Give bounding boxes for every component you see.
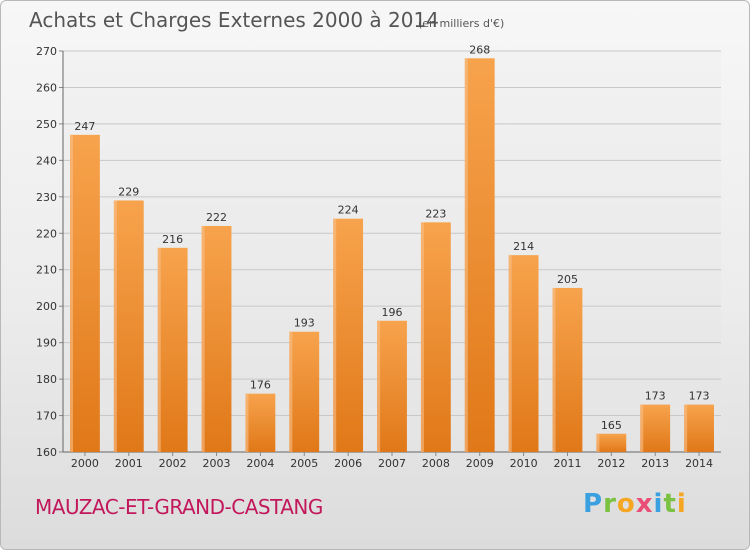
data-label: 229: [118, 185, 139, 198]
x-tick-label: 2014: [685, 457, 713, 470]
y-tick-label: 230: [36, 191, 57, 204]
bar-highlight: [552, 287, 556, 452]
bar-highlight: [464, 58, 468, 453]
bar-highlight: [333, 218, 337, 452]
x-tick-label: 2004: [246, 457, 274, 470]
logo-letter: o: [616, 489, 636, 519]
data-label: 214: [513, 240, 534, 253]
x-tick-label: 2000: [71, 457, 99, 470]
data-label: 222: [206, 211, 227, 224]
bar-highlight: [201, 225, 205, 452]
logo-letter: i: [653, 489, 664, 519]
bar: [464, 58, 495, 453]
bar: [70, 134, 100, 452]
data-label: 268: [469, 43, 490, 56]
x-tick-label: 2002: [159, 457, 187, 470]
bar-highlight: [420, 222, 424, 452]
bar-highlight: [289, 331, 293, 452]
logo-letter: P: [583, 489, 604, 519]
data-label: 205: [557, 273, 578, 286]
data-label: 223: [425, 207, 446, 220]
bar: [245, 393, 276, 452]
logo-letter: x: [635, 489, 654, 519]
y-tick-label: 240: [36, 154, 57, 167]
bar: [640, 404, 671, 452]
data-label: 196: [382, 306, 403, 319]
chart-title: Achats et Charges Externes 2000 à 2014: [29, 8, 439, 32]
x-tick-label: 2001: [115, 457, 143, 470]
x-tick-label: 2006: [334, 457, 362, 470]
logo-letter: r: [603, 489, 617, 519]
bar-highlight: [245, 393, 249, 452]
bar-highlight: [508, 255, 512, 452]
chart-subtitle: (en milliers d'€): [418, 17, 504, 30]
bar-highlight: [70, 134, 74, 452]
bar-highlight: [596, 433, 600, 452]
bar: [508, 255, 539, 452]
x-tick-label: 2010: [510, 457, 538, 470]
y-tick-label: 180: [36, 373, 57, 386]
x-tick-label: 2009: [466, 457, 494, 470]
bar-highlight: [157, 247, 161, 452]
y-tick-label: 250: [36, 118, 57, 131]
bar: [420, 222, 451, 452]
bar: [333, 218, 364, 452]
bar: [552, 287, 583, 452]
bar: [201, 225, 232, 452]
data-label: 176: [250, 379, 271, 392]
bar-highlight: [113, 200, 117, 452]
y-tick-label: 220: [36, 227, 57, 240]
bar-highlight: [377, 320, 381, 452]
bar-highlight: [684, 404, 688, 452]
y-tick-label: 210: [36, 264, 57, 277]
plot-area: 160 170 180 190 200 210 220 230 240 250 260 270 247 2…: [36, 43, 721, 470]
x-tick-label: 2008: [422, 457, 450, 470]
y-tick-label: 200: [36, 300, 57, 313]
y-tick-label: 270: [36, 45, 57, 58]
x-tick-label: 2007: [378, 457, 406, 470]
logo-letter: t: [663, 489, 677, 519]
x-tick-label: 2011: [553, 457, 581, 470]
data-label: 173: [689, 390, 710, 403]
x-tick-label: 2003: [203, 457, 231, 470]
bar: [157, 247, 188, 452]
y-tick-label: 190: [36, 337, 57, 350]
x-tick-label: 2005: [290, 457, 318, 470]
proxiti-logo: Proxiti: [583, 489, 687, 519]
data-label: 216: [162, 233, 183, 246]
x-tick-label: 2012: [597, 457, 625, 470]
y-tick-label: 260: [36, 81, 57, 94]
bar: [377, 320, 407, 452]
bar-highlight: [640, 404, 644, 452]
bar: [684, 404, 714, 452]
place-name: MAUZAC-ET-GRAND-CASTANG: [35, 495, 323, 519]
data-label: 247: [74, 120, 95, 133]
bar: [289, 331, 320, 452]
y-tick-label: 160: [36, 446, 57, 459]
data-label: 193: [294, 317, 315, 330]
bar: [596, 433, 627, 452]
logo-letter: i: [676, 489, 687, 519]
data-label: 224: [338, 204, 359, 217]
y-tick-label: 170: [36, 410, 57, 423]
x-tick-label: 2013: [641, 457, 669, 470]
bar: [113, 200, 144, 452]
data-label: 165: [601, 419, 622, 432]
data-label: 173: [645, 390, 666, 403]
